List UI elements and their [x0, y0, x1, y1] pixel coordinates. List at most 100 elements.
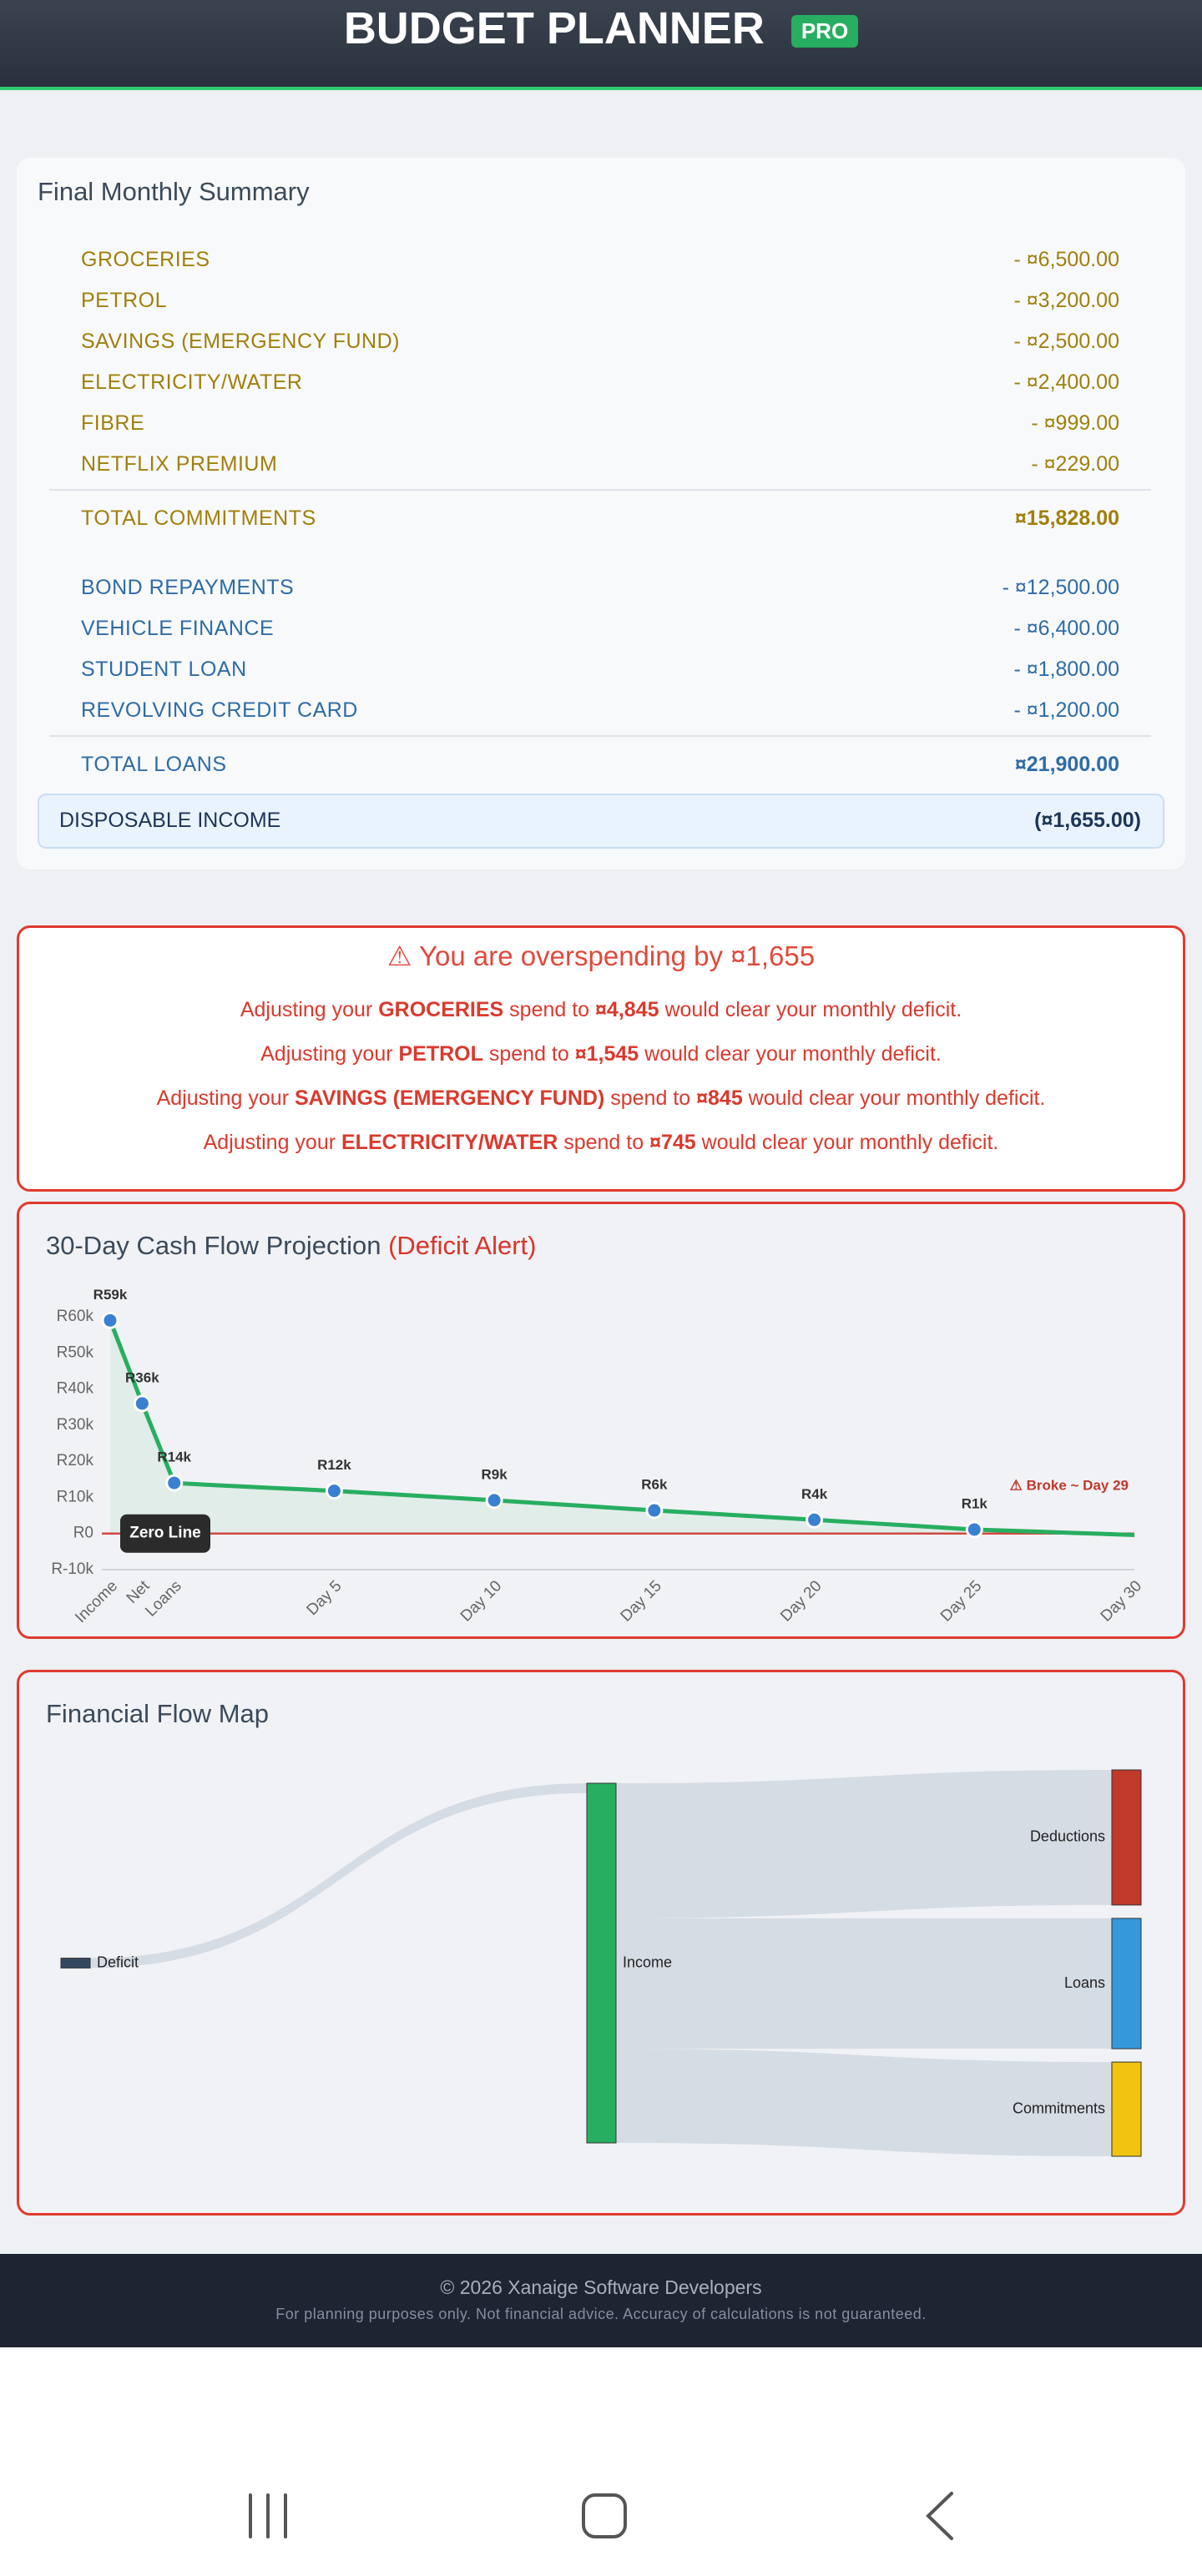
data-label: R9k	[482, 1466, 508, 1482]
y-tick-label: R60k	[57, 1308, 94, 1325]
x-tick-label: Loans	[142, 1577, 184, 1620]
alert-text: would clear your monthly deficit.	[695, 1131, 999, 1154]
x-tick-label: Day 25	[937, 1577, 985, 1625]
pro-badge: PRO	[790, 14, 859, 48]
alert-line: Adjusting your ELECTRICITY/WATER spend t…	[0, 1129, 1202, 1156]
node-label: Loans	[1064, 1974, 1105, 1991]
row-label: NETFLIX PREMIUM	[81, 452, 278, 476]
data-label: R1k	[962, 1495, 988, 1511]
alert-text: would clear your monthly deficit.	[659, 998, 962, 1021]
flow-title: Financial Flow Map	[46, 1699, 270, 1728]
app-title: BUDGET PLANNER	[343, 3, 765, 53]
alert-text: ¤845	[696, 1086, 743, 1110]
y-tick-label: R30k	[57, 1416, 94, 1434]
alert-text: PETROL	[398, 1042, 483, 1066]
alert-title: ⚠ You are overspending by ¤1,655	[386, 940, 816, 971]
alert-text: Adjusting your	[203, 1131, 341, 1154]
nav-back[interactable]	[926, 2492, 953, 2540]
x-tick-label: Day 20	[777, 1577, 825, 1625]
y-tick-label: R10k	[57, 1488, 94, 1505]
row-amount: - ¤229.00	[1031, 452, 1119, 476]
flow-node	[1111, 1769, 1142, 1906]
flow-link	[616, 1918, 1112, 2049]
nav-home[interactable]	[582, 2493, 627, 2538]
alert-text: spend to	[503, 998, 596, 1021]
alert-text: spend to	[604, 1086, 697, 1110]
divider	[49, 489, 1151, 491]
row-label: BOND REPAYMENTS	[81, 576, 295, 599]
alert-line: Adjusting your PETROL spend to ¤1,545 wo…	[0, 1041, 1202, 1067]
alert-text: spend to	[482, 1042, 575, 1066]
row-amount: - ¤3,200.00	[1013, 289, 1120, 312]
cashflow-title: 30-Day Cash Flow Projection (Deficit Ale…	[46, 1231, 537, 1261]
node-label: Commitments	[1013, 2100, 1105, 2116]
row-amount: - ¤12,500.00	[1002, 576, 1119, 599]
alert-text: Adjusting your	[260, 1042, 399, 1066]
line	[108, 1319, 1135, 1537]
x-tick-label: Income	[72, 1577, 121, 1626]
x-tick-label: Day 10	[457, 1577, 505, 1625]
row-label: VEHICLE FINANCE	[81, 617, 275, 640]
header: BUDGET PLANNER PRO	[0, 0, 1202, 90]
divider	[49, 735, 1151, 737]
data-label: R36k	[125, 1369, 159, 1385]
x-tick-label: Day 5	[304, 1577, 346, 1619]
alert-text: SAVINGS (EMERGENCY FUND)	[294, 1086, 605, 1110]
flow-node	[586, 1782, 617, 2144]
chart-subtitle: (Deficit Alert)	[388, 1231, 537, 1260]
x-tick-label: Day 30	[1098, 1577, 1145, 1625]
data-label: R6k	[641, 1476, 668, 1492]
row-label: STUDENT LOAN	[81, 658, 247, 681]
alert-text: ¤745	[649, 1131, 696, 1154]
alert-text: ¤1,545	[574, 1042, 639, 1066]
alert-text: GROCERIES	[378, 998, 504, 1021]
marker	[645, 1501, 664, 1520]
chart-title: 30-Day Cash Flow Projection	[46, 1231, 381, 1260]
marker	[806, 1510, 824, 1529]
alert-line: Adjusting your GROCERIES spend to ¤4,845…	[0, 996, 1202, 1023]
alert-text: ELECTRICITY/WATER	[341, 1131, 558, 1154]
cashflow-card	[17, 1202, 1185, 1639]
zero-line-tag	[120, 1514, 210, 1553]
flow-node	[60, 1958, 91, 1969]
marker	[133, 1394, 151, 1413]
flow-map: Deficit Income Deductions Loans Commitments	[60, 1769, 1142, 2157]
alert-card	[17, 925, 1185, 1192]
data-label: R14k	[157, 1449, 191, 1465]
row-label: TOTAL LOANS	[81, 753, 227, 776]
row-amount: - ¤1,200.00	[1013, 698, 1120, 722]
row-label: PETROL	[81, 289, 168, 312]
data-label: R59k	[93, 1287, 128, 1303]
annotation: ⚠ Broke ~ Day 29	[1010, 1477, 1129, 1493]
y-tick-label: R50k	[57, 1343, 94, 1361]
summary-card	[17, 158, 1185, 870]
row-amount: ¤21,900.00	[1014, 753, 1119, 776]
alert-text: spend to	[558, 1131, 650, 1154]
row-amount: - ¤2,500.00	[1013, 330, 1120, 353]
node-label: Deductions	[1030, 1828, 1105, 1845]
row-label: ELECTRICITY/WATER	[81, 371, 303, 394]
footer	[0, 2254, 1202, 2347]
alert-text: ¤4,845	[595, 998, 659, 1021]
data-label: R4k	[801, 1486, 828, 1502]
row-label: FIBRE	[81, 411, 145, 435]
flow-link	[90, 1783, 587, 1969]
flow-link	[616, 2049, 1112, 2156]
node-label: Income	[623, 1953, 672, 1970]
alert-text: Adjusting your	[156, 1086, 295, 1110]
y-tick-label: R0	[73, 1525, 93, 1542]
y-tick-label: R20k	[57, 1452, 94, 1469]
marker	[965, 1520, 983, 1539]
nav-bar	[249, 2492, 953, 2540]
y-tick-label: R40k	[57, 1380, 94, 1398]
disposable-box	[38, 794, 1164, 849]
footer-disclaimer: For planning purposes only. Not financia…	[275, 2306, 927, 2322]
row-label: REVOLVING CREDIT CARD	[81, 698, 358, 722]
row-amount: - ¤2,400.00	[1013, 371, 1120, 394]
summary-title: Final Monthly Summary	[38, 177, 310, 206]
x-tick-label: Day 15	[618, 1577, 665, 1625]
marker	[325, 1482, 343, 1500]
